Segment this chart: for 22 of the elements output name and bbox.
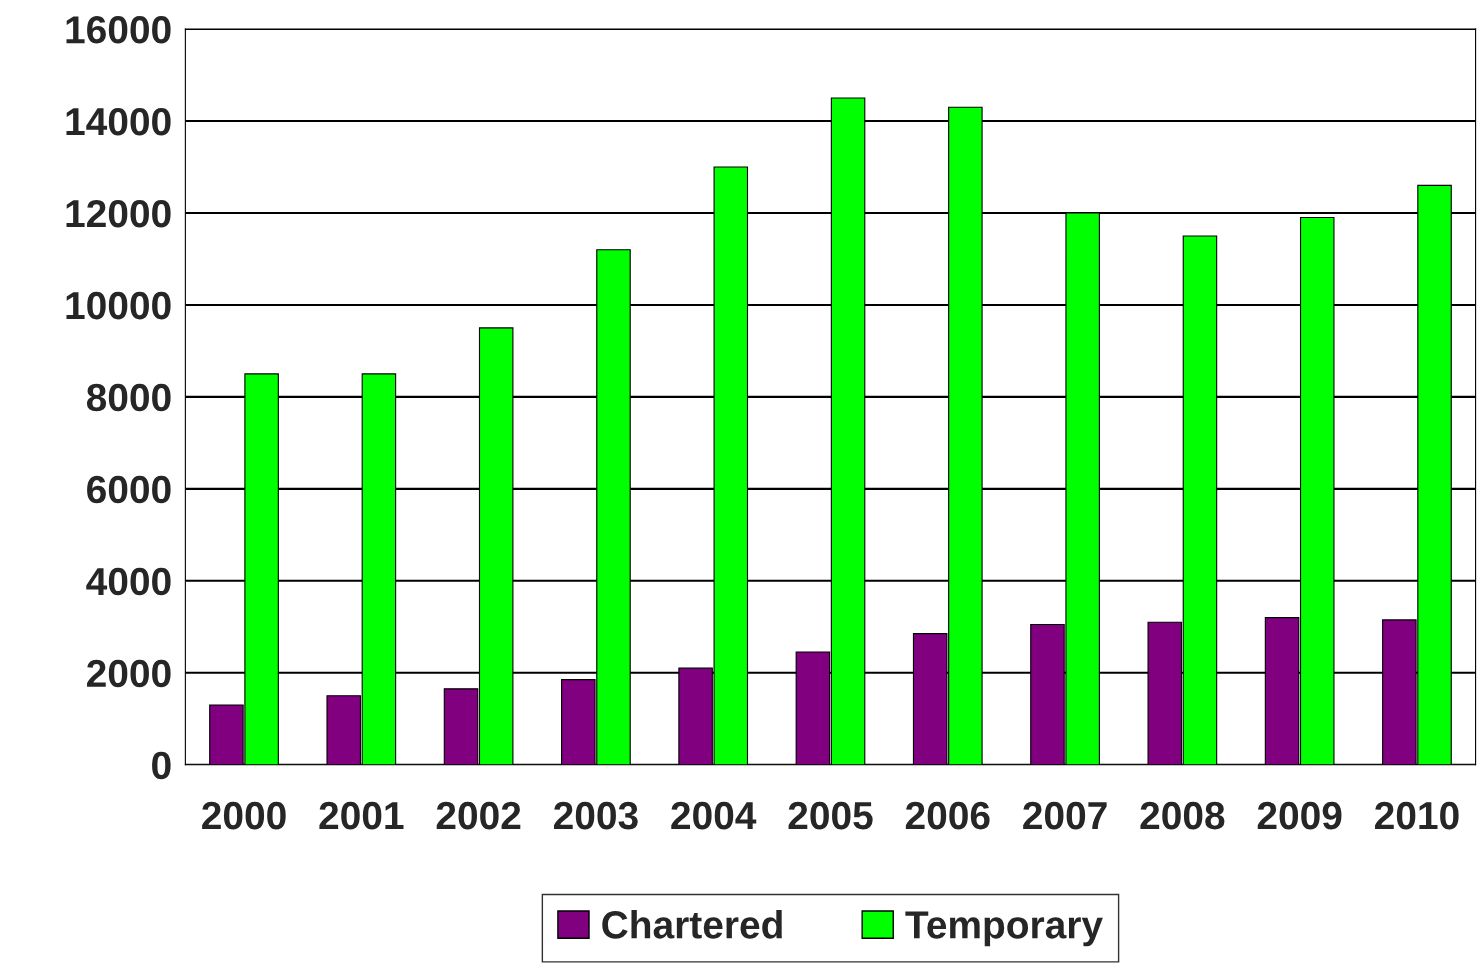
y-tick-label: 8000 (86, 383, 171, 412)
legend-label: Temporary (905, 911, 1103, 947)
x-tick-label: 2008 (1140, 801, 1225, 830)
x-tick-label: 2005 (788, 801, 873, 830)
y-tick-label: 0 (152, 751, 171, 780)
y-tick-label: 6000 (87, 475, 171, 504)
legend-label: Chartered (602, 910, 782, 939)
y-tick-label: 16000 (66, 15, 171, 44)
x-tick-label: 2000 (202, 801, 286, 830)
x-tick-label: 2003 (553, 801, 638, 830)
x-tick-label: 2006 (905, 801, 990, 830)
x-tick-label: 2001 (319, 801, 404, 830)
x-tick-label: 2007 (1023, 801, 1107, 830)
x-tick-label: 2002 (436, 801, 521, 830)
x-tick-label: 2009 (1257, 801, 1342, 830)
y-tick-label: 2000 (87, 659, 171, 688)
y-tick-label: 10000 (66, 291, 171, 320)
x-tick-label: 2010 (1375, 801, 1459, 830)
x-tick-label: 2004 (671, 801, 757, 830)
y-tick-label: 14000 (66, 107, 171, 136)
y-tick-label: 4000 (86, 567, 171, 596)
y-tick-label: 12000 (66, 199, 171, 228)
